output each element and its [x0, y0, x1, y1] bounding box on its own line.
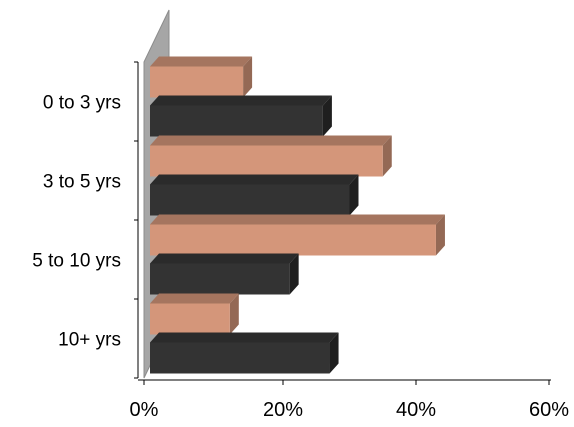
bar-side-face — [243, 56, 253, 98]
x-tick-label: 20% — [263, 399, 303, 421]
bar — [150, 145, 383, 177]
category-label: 0 to 3 yrs — [43, 93, 121, 114]
bar-top-face — [150, 174, 359, 185]
bar-side-face — [329, 332, 339, 374]
bar-top-face — [150, 135, 392, 146]
x-tick-label: 60% — [529, 399, 569, 421]
bar-top-face — [150, 293, 239, 304]
bar-side-face — [322, 95, 332, 137]
category-label: 5 to 10 yrs — [32, 251, 121, 272]
bar-top-face — [150, 253, 299, 264]
x-tick-label: 0% — [130, 399, 159, 421]
bar — [150, 263, 290, 295]
bar — [150, 66, 244, 98]
bar — [150, 342, 330, 374]
bar-side-face — [289, 253, 299, 295]
bar-top-face — [150, 95, 332, 106]
bar-top-face — [150, 214, 445, 225]
labels-group: 0% 20% 40% 60% 0 to 3 yrs 3 to 5 yrs 5 to 10 y… — [32, 93, 569, 422]
category-label: 10+ yrs — [58, 330, 121, 351]
bar — [150, 224, 436, 256]
bar-top-face — [150, 56, 253, 67]
bars-group — [150, 56, 445, 374]
bar — [150, 105, 323, 137]
bar — [150, 184, 350, 216]
bar-side-face — [229, 293, 239, 335]
bar — [150, 303, 230, 335]
bar-side-face — [435, 214, 445, 256]
bar-side-face — [349, 174, 359, 216]
category-label: 3 to 5 yrs — [43, 172, 121, 193]
axes-group — [134, 61, 551, 385]
bar-top-face — [150, 332, 339, 343]
bar-side-face — [382, 135, 392, 177]
x-tick-label: 40% — [396, 399, 436, 421]
